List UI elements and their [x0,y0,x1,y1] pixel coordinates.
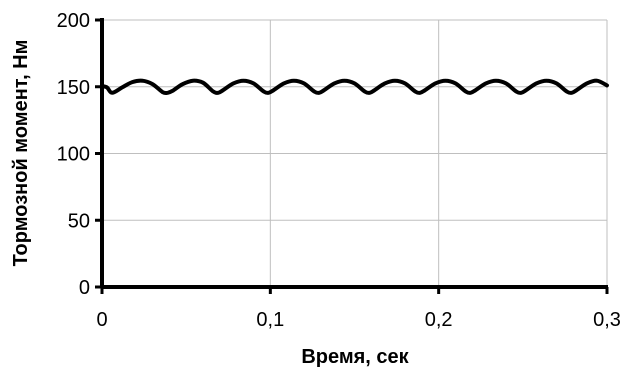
series-layer [100,78,609,96]
x-tick-label: 0,2 [425,309,453,331]
y-tick-label: 200 [57,10,90,32]
x-tick-label: 0,1 [256,309,284,331]
gridlines [102,19,608,287]
x-tick-label: 0 [96,309,107,331]
series-line [100,78,609,96]
axes [95,18,609,294]
y-tick-label: 0 [79,277,90,299]
y-axis-title: Тормозной момент, Нм [10,40,32,267]
x-axis-title: Время, сек [301,346,409,367]
y-tick-label: 50 [68,210,90,232]
y-tick-labels: 0 50 100 150 200 [57,10,90,299]
y-tick-label: 150 [57,77,90,99]
y-tick-label: 100 [57,144,90,166]
x-tick-label: 0,3 [593,309,621,331]
x-tick-labels: 0 0,1 0,2 0,3 [96,309,620,331]
